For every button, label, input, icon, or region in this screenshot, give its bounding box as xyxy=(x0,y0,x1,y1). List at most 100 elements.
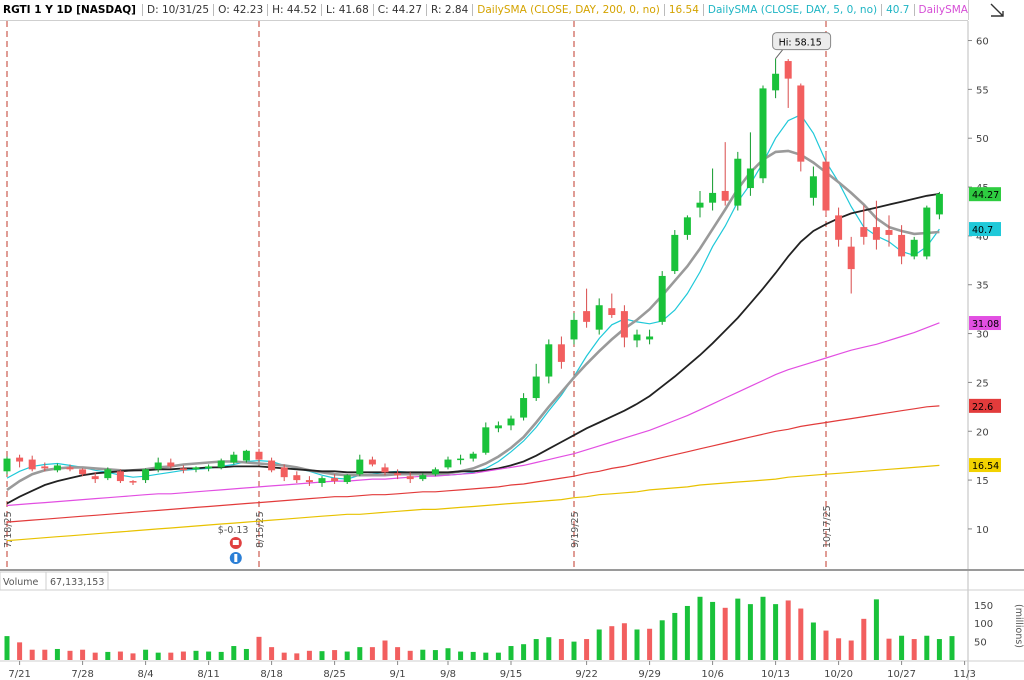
candle[interactable] xyxy=(230,451,238,465)
candle[interactable] xyxy=(721,142,729,206)
candle[interactable] xyxy=(217,458,225,470)
candle[interactable] xyxy=(28,455,36,472)
candle[interactable] xyxy=(205,464,213,472)
candle[interactable] xyxy=(482,422,490,455)
candle[interactable] xyxy=(746,132,754,196)
candle[interactable] xyxy=(822,151,830,216)
candle[interactable] xyxy=(557,336,565,369)
candle[interactable] xyxy=(167,458,175,469)
candle[interactable] xyxy=(192,466,200,473)
candle[interactable] xyxy=(268,457,276,473)
volume-bar xyxy=(445,648,451,660)
candle[interactable] xyxy=(381,463,389,476)
study-sma200[interactable]: DailySMA (CLOSE, DAY, 200, 0, no) xyxy=(473,4,665,16)
volume-bar xyxy=(621,623,627,660)
candle[interactable] xyxy=(633,329,641,348)
symbol-label[interactable]: RGTI 1 Y 1D [NASDAQ] xyxy=(0,4,143,16)
candle[interactable] xyxy=(305,476,313,486)
candle[interactable] xyxy=(898,225,906,265)
candle[interactable] xyxy=(280,464,288,482)
candle[interactable] xyxy=(797,83,805,172)
event-date-label: 10/17/25 xyxy=(822,505,833,548)
candle[interactable] xyxy=(331,474,339,484)
candle[interactable] xyxy=(709,168,717,211)
candle[interactable] xyxy=(772,58,780,99)
candle[interactable] xyxy=(620,305,628,348)
candle[interactable] xyxy=(646,329,654,345)
y-tick-label: 55 xyxy=(976,85,989,96)
candle[interactable] xyxy=(835,207,843,247)
candle[interactable] xyxy=(394,469,402,480)
candle[interactable] xyxy=(318,476,326,487)
study-sma5[interactable]: DailySMA (CLOSE, DAY, 5, 0, no) xyxy=(704,4,883,16)
candle[interactable] xyxy=(847,236,855,294)
collapse-icon[interactable] xyxy=(968,0,1024,20)
candle[interactable] xyxy=(16,454,24,468)
candle[interactable] xyxy=(142,468,150,484)
candle[interactable] xyxy=(91,472,99,484)
candle[interactable] xyxy=(431,467,439,477)
volume-tick-label: 150 xyxy=(974,601,993,612)
candle[interactable] xyxy=(444,456,452,470)
volume-bar xyxy=(143,649,149,660)
candle[interactable] xyxy=(154,457,162,473)
candle[interactable] xyxy=(3,456,11,475)
candle[interactable] xyxy=(457,454,465,465)
candle[interactable] xyxy=(734,151,742,211)
candle[interactable] xyxy=(368,456,376,467)
candle[interactable] xyxy=(608,293,616,318)
candle[interactable] xyxy=(116,469,124,484)
candle[interactable] xyxy=(469,451,477,462)
candle[interactable] xyxy=(179,465,187,474)
volume-bar xyxy=(382,640,388,660)
candle[interactable] xyxy=(671,230,679,274)
candle[interactable] xyxy=(696,190,704,218)
candle[interactable] xyxy=(66,464,74,472)
price-badge-text: 44.27 xyxy=(972,190,999,201)
volume-bar xyxy=(395,647,401,660)
candle[interactable] xyxy=(242,449,250,463)
candle[interactable] xyxy=(935,191,943,220)
candle[interactable] xyxy=(255,448,263,462)
candle[interactable] xyxy=(545,339,553,384)
volume-bar xyxy=(92,652,98,660)
volume-bar xyxy=(798,608,804,660)
candle[interactable] xyxy=(293,471,301,484)
candle[interactable] xyxy=(885,215,893,247)
candle[interactable] xyxy=(872,200,880,250)
candle[interactable] xyxy=(658,271,666,325)
candle[interactable] xyxy=(53,463,61,473)
candle[interactable] xyxy=(406,472,414,484)
volume-bar xyxy=(609,626,615,660)
candle[interactable] xyxy=(520,393,528,421)
volume-bar xyxy=(218,651,224,660)
candle[interactable] xyxy=(104,467,112,481)
candle[interactable] xyxy=(683,215,691,240)
candle[interactable] xyxy=(494,421,502,433)
candle[interactable] xyxy=(595,298,603,335)
candle[interactable] xyxy=(41,462,49,472)
candle[interactable] xyxy=(784,59,792,108)
study-sma-other[interactable]: DailySMA (CLOSE, DAY,... xyxy=(915,4,969,16)
candle[interactable] xyxy=(356,454,364,477)
candle[interactable] xyxy=(419,473,427,482)
volume-bar xyxy=(269,647,275,660)
candle[interactable] xyxy=(507,415,515,431)
candle[interactable] xyxy=(759,85,767,184)
candle[interactable] xyxy=(910,236,918,260)
candle[interactable] xyxy=(532,363,540,401)
candle[interactable] xyxy=(860,205,868,245)
candle[interactable] xyxy=(923,205,931,260)
candle[interactable] xyxy=(583,288,591,328)
volume-bar xyxy=(836,638,842,660)
volume-bar xyxy=(319,651,325,660)
price-badge-text: 31.08 xyxy=(972,319,999,330)
candle[interactable] xyxy=(343,474,351,484)
candle[interactable] xyxy=(570,313,578,345)
candle[interactable] xyxy=(809,166,817,206)
volume-bar xyxy=(886,638,892,660)
candle[interactable] xyxy=(79,468,87,477)
volume-bar xyxy=(193,650,199,660)
candle[interactable] xyxy=(129,480,137,485)
